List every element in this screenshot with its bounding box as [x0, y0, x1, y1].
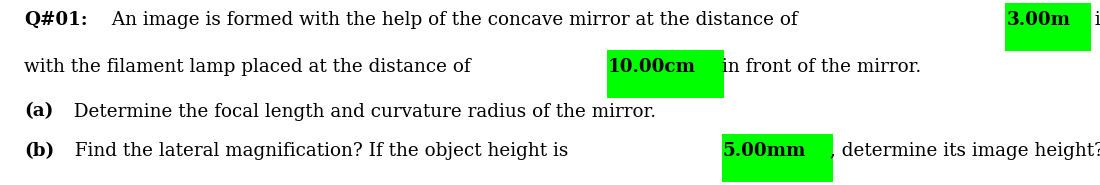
Text: An image is formed with the help of the concave mirror at the distance of: An image is formed with the help of the … [107, 11, 804, 29]
Text: Determine the focal length and curvature radius of the mirror.: Determine the focal length and curvature… [62, 102, 657, 121]
Text: (a): (a) [24, 102, 54, 121]
Text: in front of the mirror.: in front of the mirror. [722, 58, 921, 76]
Text: 10.00cm: 10.00cm [608, 58, 696, 76]
FancyBboxPatch shape [1005, 3, 1091, 51]
Text: with the filament lamp placed at the distance of: with the filament lamp placed at the dis… [24, 58, 476, 76]
FancyBboxPatch shape [722, 134, 833, 182]
Text: Q#01:: Q#01: [24, 11, 88, 29]
FancyBboxPatch shape [607, 50, 724, 98]
Text: , determine its image height?: , determine its image height? [830, 142, 1100, 160]
Text: Find the lateral magnification? If the object height is: Find the lateral magnification? If the o… [63, 142, 574, 160]
Text: in front of the mirror, along: in front of the mirror, along [1089, 11, 1100, 29]
Text: 3.00m: 3.00m [1006, 11, 1070, 29]
Text: 5.00mm: 5.00mm [723, 142, 806, 160]
Text: (b): (b) [24, 142, 55, 160]
